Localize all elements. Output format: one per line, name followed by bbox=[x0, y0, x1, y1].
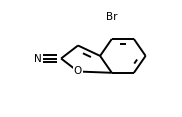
Text: O: O bbox=[74, 66, 82, 77]
Text: N: N bbox=[34, 53, 41, 64]
Text: Br: Br bbox=[106, 12, 118, 22]
